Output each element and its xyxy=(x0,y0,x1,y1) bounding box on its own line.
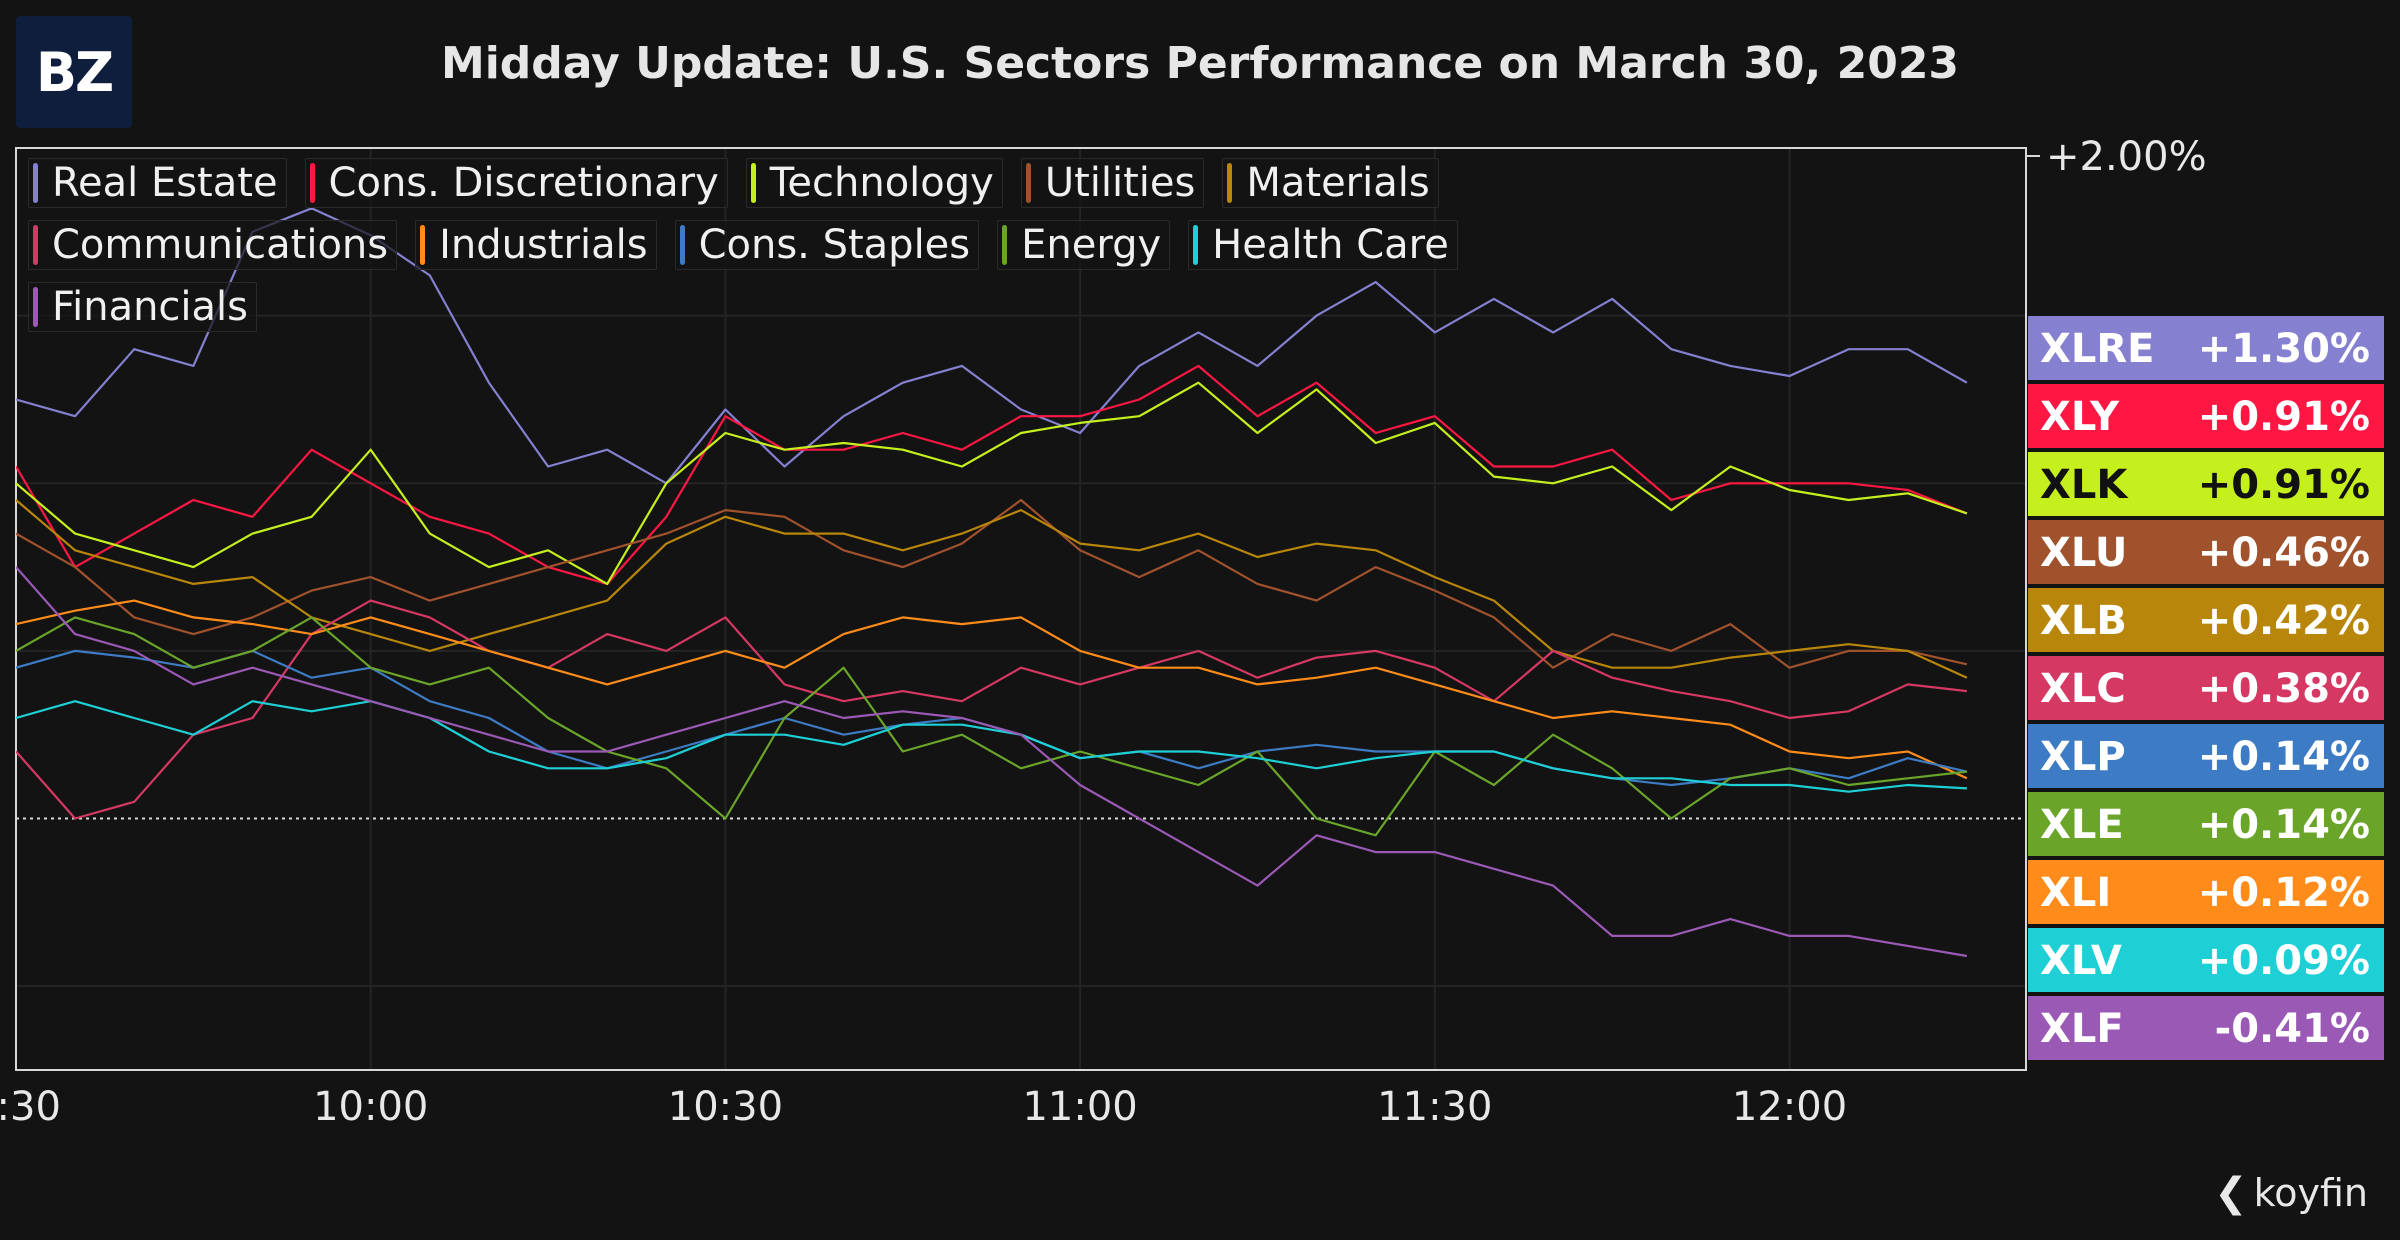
value-tag-ticker: XLB xyxy=(2040,598,2127,644)
koyfin-mark-icon: ❮ xyxy=(2214,1170,2248,1216)
legend-swatch xyxy=(1193,225,1199,265)
legend-swatch xyxy=(33,287,38,327)
series-line-xlc xyxy=(16,599,1968,820)
chart-title: Midday Update: U.S. Sectors Performance … xyxy=(440,38,1960,89)
legend-label: Communications xyxy=(52,222,389,268)
value-tag-xlv xyxy=(2028,928,2384,992)
y-axis: +2.00% xyxy=(2026,134,2207,180)
last-value-tags: XLRE +1.30% XLY +0.91% XLK +0.91% XLU +0.46% XLB… xyxy=(2028,316,2384,1060)
legend-swatch xyxy=(750,163,756,203)
legend-label: Materials xyxy=(1246,160,1430,206)
legend-item-xlf[interactable]: Financials xyxy=(28,282,257,332)
value-tag-xli xyxy=(2028,860,2384,924)
x-tick-label: 11:30 xyxy=(1377,1084,1492,1130)
series-line-xlv xyxy=(16,700,1967,793)
value-tag-value: +0.12% xyxy=(2198,870,2370,916)
legend-item-xli[interactable]: Industrials xyxy=(415,220,657,270)
legend-item-xlp[interactable]: Cons. Staples xyxy=(674,220,980,270)
value-tag-xlf xyxy=(2028,996,2384,1060)
legend-swatch xyxy=(1025,163,1031,203)
value-tag-xlu xyxy=(2028,520,2384,584)
chart-legend: Real Estate Cons. Discretionary Technology… xyxy=(28,158,1588,332)
koyfin-wordmark: koyfin xyxy=(2253,1171,2368,1215)
legend-label: Technology xyxy=(769,160,994,206)
legend-swatch xyxy=(1227,163,1233,203)
legend-label: Real Estate xyxy=(52,160,278,206)
legend-item-xlb[interactable]: Materials xyxy=(1222,158,1439,208)
value-tag-xlb xyxy=(2028,588,2384,652)
value-tag-ticker: XLY xyxy=(2040,394,2120,440)
series-line-xlu xyxy=(16,498,1968,669)
value-tag-xlk xyxy=(2028,452,2384,516)
x-tick-label: 10:00 xyxy=(313,1084,428,1130)
legend-label: Industrials xyxy=(439,222,648,268)
legend-swatch xyxy=(33,163,38,203)
series-line-xlk xyxy=(16,381,1968,586)
legend-label: Cons. Discretionary xyxy=(328,160,719,206)
value-tag-ticker: XLI xyxy=(2040,870,2111,916)
plot-area-frame xyxy=(15,147,2027,1071)
value-tag-value: -0.41% xyxy=(2215,1006,2370,1052)
legend-label: Financials xyxy=(52,284,248,330)
value-tag-value: +0.14% xyxy=(2198,734,2370,780)
x-tick-label: 12:00 xyxy=(1732,1084,1847,1130)
grid-lines xyxy=(15,148,2026,1070)
legend-swatch xyxy=(1002,225,1008,265)
value-tag-value: +0.91% xyxy=(2198,394,2370,440)
legend-item-xlc[interactable]: Communications xyxy=(28,220,398,270)
koyfin-brand: ❮ koyfin xyxy=(2214,1170,2368,1216)
y-tick-label: +2.00% xyxy=(2046,134,2207,180)
series-lines xyxy=(16,207,1968,958)
value-tag-ticker: XLU xyxy=(2040,530,2127,576)
legend-item-xly[interactable]: Cons. Discretionary xyxy=(304,158,728,208)
legend-swatch xyxy=(309,163,315,203)
legend-item-xlre[interactable]: Real Estate xyxy=(28,158,287,208)
series-line-xly xyxy=(16,364,1968,586)
x-tick-label: 9:30 xyxy=(0,1084,61,1130)
legend-swatch xyxy=(679,225,685,265)
legend-swatch xyxy=(420,225,426,265)
series-line-xlf xyxy=(16,566,1968,958)
series-line-xle xyxy=(16,616,1968,837)
value-tag-xlp xyxy=(2028,724,2384,788)
value-tag-value: +0.42% xyxy=(2198,598,2370,644)
value-tag-xle xyxy=(2028,792,2384,856)
value-tag-ticker: XLV xyxy=(2040,938,2122,984)
x-axis: 9:30 10:00 10:30 11:00 11:30 12:00 xyxy=(0,1084,1847,1130)
value-tag-ticker: XLRE xyxy=(2040,326,2154,372)
value-tag-ticker: XLE xyxy=(2040,802,2124,848)
series-line-xli xyxy=(16,599,1968,780)
value-tag-value: +0.46% xyxy=(2198,530,2370,576)
legend-label: Cons. Staples xyxy=(698,222,971,268)
benzinga-logo: BZ xyxy=(16,16,132,128)
value-tag-ticker: XLF xyxy=(2040,1006,2124,1052)
legend-label: Energy xyxy=(1021,222,1162,268)
value-tag-xlc xyxy=(2028,656,2384,720)
value-tag-value: +0.09% xyxy=(2198,938,2370,984)
value-tag-value: +1.30% xyxy=(2198,326,2370,372)
value-tag-ticker: XLP xyxy=(2040,734,2126,780)
legend-label: Health Care xyxy=(1212,222,1449,268)
legend-swatch xyxy=(33,225,38,265)
legend-item-xlv[interactable]: Health Care xyxy=(1188,220,1458,270)
value-tag-ticker: XLC xyxy=(2040,666,2126,712)
x-tick-label: 10:30 xyxy=(668,1084,783,1130)
legend-label: Utilities xyxy=(1044,160,1196,206)
legend-item-xlk[interactable]: Technology xyxy=(745,158,1003,208)
value-tag-value: +0.91% xyxy=(2198,462,2370,508)
value-tag-ticker: XLK xyxy=(2040,462,2129,508)
value-tag-xlre xyxy=(2028,316,2384,380)
x-tick-label: 11:00 xyxy=(1022,1084,1137,1130)
value-tag-value: +0.14% xyxy=(2198,802,2370,848)
legend-item-xle[interactable]: Energy xyxy=(997,220,1171,270)
legend-item-xlu[interactable]: Utilities xyxy=(1020,158,1205,208)
value-tag-value: +0.38% xyxy=(2198,666,2370,712)
value-tag-xly xyxy=(2028,384,2384,448)
